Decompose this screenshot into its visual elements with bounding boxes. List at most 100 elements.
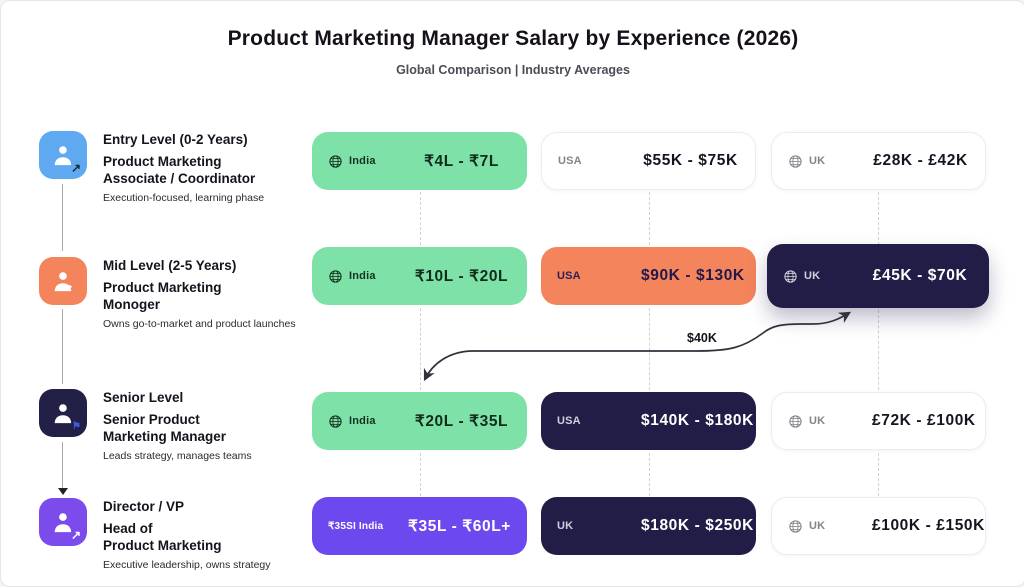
- salary-card-india-mid: India ₹10L - ₹20L: [312, 247, 527, 305]
- level-heading: Entry Level (0-2 Years): [103, 132, 248, 147]
- role-line: Monoger: [103, 296, 160, 312]
- salary-value: $90K - $130K: [641, 267, 745, 284]
- salary-gap-label: $40K: [687, 331, 717, 345]
- salary-card-india-entry: India ₹4L - ₹7L: [312, 132, 527, 190]
- card-label: India: [328, 269, 412, 284]
- globe-icon: [789, 519, 802, 533]
- card-label: ₹35SI India: [328, 521, 408, 532]
- mid-level-text: Mid Level (2-5 Years) Product Marketing …: [103, 258, 307, 330]
- card-label: USA: [557, 270, 641, 282]
- entry-level-text: Entry Level (0-2 Years) Product Marketin…: [103, 132, 307, 204]
- role-line: Product Marketing: [103, 537, 222, 553]
- level-role: Head of Product Marketing: [103, 521, 307, 554]
- country-label: ₹35SI India: [328, 520, 384, 532]
- flag-icon: ⚑: [72, 421, 81, 432]
- dashed-connector: [878, 192, 879, 245]
- arrow-up-right-icon: ↗: [70, 528, 81, 542]
- country-label: UK: [804, 270, 821, 282]
- level-role: Product Marketing Monoger: [103, 280, 307, 313]
- salary-card-india-senior: India ₹20L - ₹35L: [312, 392, 527, 450]
- card-label: India: [328, 414, 412, 429]
- country-label: India: [349, 270, 376, 282]
- role-line: Senior Product: [103, 412, 200, 427]
- country-label: USA: [557, 415, 581, 427]
- level-connector-line: [62, 184, 63, 251]
- country-label: UK: [557, 520, 574, 532]
- dashed-connector: [420, 453, 421, 496]
- globe-icon: [784, 269, 797, 283]
- dashed-connector: [649, 308, 650, 390]
- level-description: Execution-focused, learning phase: [103, 192, 265, 204]
- level-heading: Senior Level: [103, 390, 184, 405]
- salary-card-usa-senior: USA $140K - $180K: [541, 392, 756, 450]
- salary-value: $140K - $180K: [641, 412, 754, 429]
- card-label: UK: [788, 154, 872, 169]
- person-icon: [54, 403, 71, 423]
- dashed-connector: [649, 192, 650, 245]
- level-description: Executive leadership, owns strategy: [103, 559, 271, 571]
- level-heading: Director / VP: [103, 499, 185, 514]
- card-label: India: [328, 154, 412, 169]
- role-line: Marketing Manager: [103, 428, 227, 444]
- senior-level-icon: ⚑: [39, 389, 87, 437]
- salary-value: ₹4L - ₹7L: [424, 152, 499, 170]
- dashed-connector: [420, 192, 421, 245]
- salary-card-india-director: ₹35SI India ₹35L - ₹60L+: [312, 497, 527, 555]
- globe-icon: [329, 269, 342, 283]
- salary-card-usa-mid: USA $90K - $130K: [541, 247, 756, 305]
- dashed-connector: [878, 310, 879, 390]
- salary-card-uk-director: UK £100K - £150K: [771, 497, 986, 555]
- role-line: Associate / Coordinator: [103, 170, 256, 186]
- salary-value: $180K - $250K: [641, 517, 754, 534]
- globe-icon: [329, 414, 342, 428]
- person-icon: [54, 512, 71, 532]
- salary-card-usa-director: UK $180K - $250K: [541, 497, 756, 555]
- country-label: USA: [558, 155, 582, 167]
- person-icon: [54, 145, 71, 165]
- salary-value: $55K - $75K: [643, 152, 738, 169]
- senior-level-text: Senior Level Senior Product Marketing Ma…: [103, 390, 307, 462]
- mid-level-icon: [39, 257, 87, 305]
- dashed-connector: [878, 453, 879, 496]
- globe-icon: [789, 414, 802, 428]
- salary-card-uk-senior: UK £72K - £100K: [771, 392, 986, 450]
- page-title: Product Marketing Manager Salary by Expe…: [227, 27, 799, 50]
- level-role: Senior Product Marketing Manager: [103, 412, 307, 445]
- down-arrow-icon: [58, 488, 68, 495]
- role-line: Head of: [103, 521, 153, 536]
- salary-value: £100K - £150K: [872, 517, 985, 534]
- country-label: UK: [809, 415, 826, 427]
- role-line: Product Marketing: [103, 280, 222, 295]
- salary-value: ₹20L - ₹35L: [414, 412, 509, 430]
- country-label: UK: [809, 520, 826, 532]
- person-icon: [54, 271, 72, 291]
- country-label: India: [349, 415, 376, 427]
- card-label: UK: [788, 519, 872, 534]
- country-label: UK: [809, 155, 826, 167]
- card-label: USA: [557, 415, 641, 427]
- country-label: USA: [557, 270, 581, 282]
- level-role: Product Marketing Associate / Coordinato…: [103, 154, 307, 187]
- dashed-connector: [420, 308, 421, 390]
- level-description: Leads strategy, manages teams: [103, 450, 252, 462]
- salary-value: £45K - $70K: [872, 267, 968, 284]
- dashed-connector: [649, 453, 650, 496]
- level-heading: Mid Level (2-5 Years): [103, 258, 237, 273]
- director-level-text: Director / VP Head of Product Marketing …: [103, 499, 307, 571]
- salary-card-uk-entry: UK £28K - £42K: [771, 132, 986, 190]
- entry-level-icon: ↗: [39, 131, 87, 179]
- level-connector-line: [62, 309, 63, 384]
- card-label: UK: [788, 414, 872, 429]
- salary-value: £28K - £42K: [873, 152, 968, 169]
- country-label: India: [349, 155, 376, 167]
- director-level-icon: ↗: [39, 498, 87, 546]
- card-label: USA: [558, 155, 642, 167]
- card-label: UK: [557, 520, 641, 532]
- globe-icon: [789, 154, 802, 168]
- level-description: Owns go-to-market and product launches: [103, 318, 296, 330]
- globe-icon: [329, 154, 342, 168]
- salary-card-uk-mid: UK £45K - $70K: [767, 244, 989, 308]
- level-connector-arrow-line: [62, 442, 63, 488]
- role-line: Product Marketing: [103, 154, 222, 169]
